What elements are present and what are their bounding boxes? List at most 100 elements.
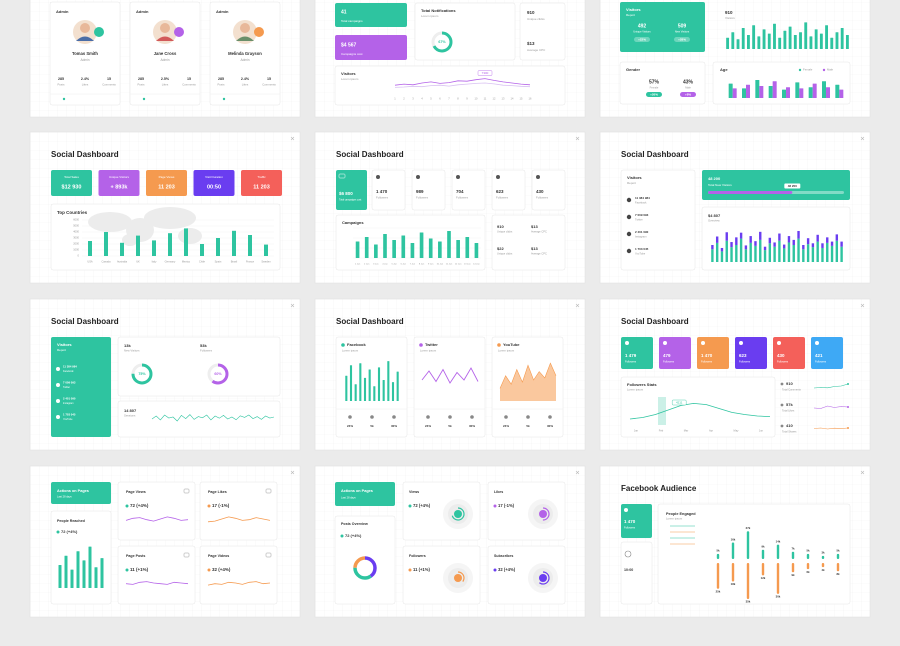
label: Last 28 days [57, 495, 72, 499]
bar [802, 249, 805, 262]
tile [336, 170, 367, 210]
donut-label: 67% [438, 40, 446, 44]
bar [757, 36, 761, 49]
bar [152, 240, 156, 256]
bar [736, 39, 740, 49]
label: 5k [370, 424, 374, 428]
bar [744, 245, 748, 250]
label: Followers [416, 196, 429, 200]
card [117, 545, 196, 605]
label: 410 [786, 423, 793, 428]
bar [716, 553, 720, 559]
label: 48 200 [788, 184, 798, 188]
card [620, 541, 653, 605]
label: People Engaged [666, 512, 696, 516]
label: 72 (+4%) [61, 529, 78, 534]
card [199, 545, 278, 605]
y-tick-label: 5000 [73, 224, 79, 228]
label: Followers [663, 360, 675, 364]
data-label: 5k [806, 549, 810, 553]
label: Followers [625, 360, 637, 364]
x-tick-label: 12 [493, 97, 496, 101]
label: Page Views [159, 175, 175, 179]
bar [735, 245, 738, 262]
label: Average CPC [531, 230, 547, 234]
icon [392, 415, 396, 419]
bar [725, 232, 728, 241]
label: Sessions [124, 414, 136, 418]
tile [811, 337, 843, 369]
label: 15 [267, 77, 271, 81]
data-label: 7k [791, 547, 795, 551]
avatar-body [236, 36, 254, 41]
label: 430 [777, 353, 785, 358]
icon [625, 341, 629, 345]
label: 704 [456, 189, 464, 194]
icon [526, 415, 530, 419]
bar [349, 365, 353, 401]
x-tick-label: 6 Jan [401, 264, 407, 266]
data-label: 5k [836, 549, 840, 553]
donut-arc [536, 571, 550, 585]
label: +26% [650, 92, 658, 96]
label: 32 (+4%) [498, 567, 516, 572]
label: $22 [497, 246, 504, 251]
label: Total New Visitors [708, 183, 732, 187]
label: Report [626, 13, 635, 17]
close-icon [860, 136, 865, 141]
x-tick-label: 9 [466, 97, 468, 101]
icon [207, 504, 211, 508]
label: 285 [58, 77, 64, 81]
bar [759, 239, 762, 262]
bar [819, 33, 823, 49]
slide: Social Dashboard Facebook Lorem ipsum 24% 5k… [314, 298, 586, 451]
pill [674, 37, 690, 42]
x-tick-label: 16 [529, 97, 532, 101]
bar [778, 240, 781, 262]
map-shape [122, 234, 138, 246]
card [117, 481, 196, 541]
bar [816, 241, 819, 262]
tile [659, 337, 691, 369]
bar [264, 244, 268, 256]
icon [536, 175, 540, 179]
label: Lorem ipsum [666, 517, 683, 521]
label: 11 384 984 [63, 365, 77, 369]
label: Lorem ipsum [498, 349, 515, 353]
label: 479 [663, 353, 671, 358]
bar [826, 237, 829, 243]
icon [419, 343, 423, 347]
bar [793, 35, 797, 49]
close-icon [575, 303, 580, 308]
label: Followers [200, 349, 213, 353]
callout [477, 70, 493, 76]
label: Visit Duration [205, 175, 223, 179]
label: Likes [242, 83, 249, 87]
label: $4 567 [341, 42, 357, 48]
bar [804, 22, 808, 49]
x-tick-label: 7 [448, 97, 450, 101]
bar [840, 246, 843, 262]
x-tick-label: 15 [520, 97, 523, 101]
label: Followers [777, 360, 789, 364]
tile [735, 337, 767, 369]
bar [754, 241, 757, 246]
data-label: 14k [776, 539, 781, 543]
label: Unique clicks [497, 252, 513, 256]
bar [768, 86, 773, 98]
label: 48 200 [708, 176, 721, 181]
card [209, 1, 281, 106]
x-tick-label: 2 Jan [364, 264, 370, 266]
icon [739, 341, 743, 345]
label: $13 [527, 41, 535, 46]
bar [474, 243, 479, 258]
tile [773, 337, 805, 369]
card [413, 336, 486, 438]
bar [822, 81, 826, 98]
line [499, 362, 557, 389]
label: Likes [494, 490, 503, 494]
bar [836, 563, 840, 572]
label: $6 800 [339, 191, 353, 196]
label: Twitter [635, 218, 643, 222]
bar [355, 241, 360, 258]
